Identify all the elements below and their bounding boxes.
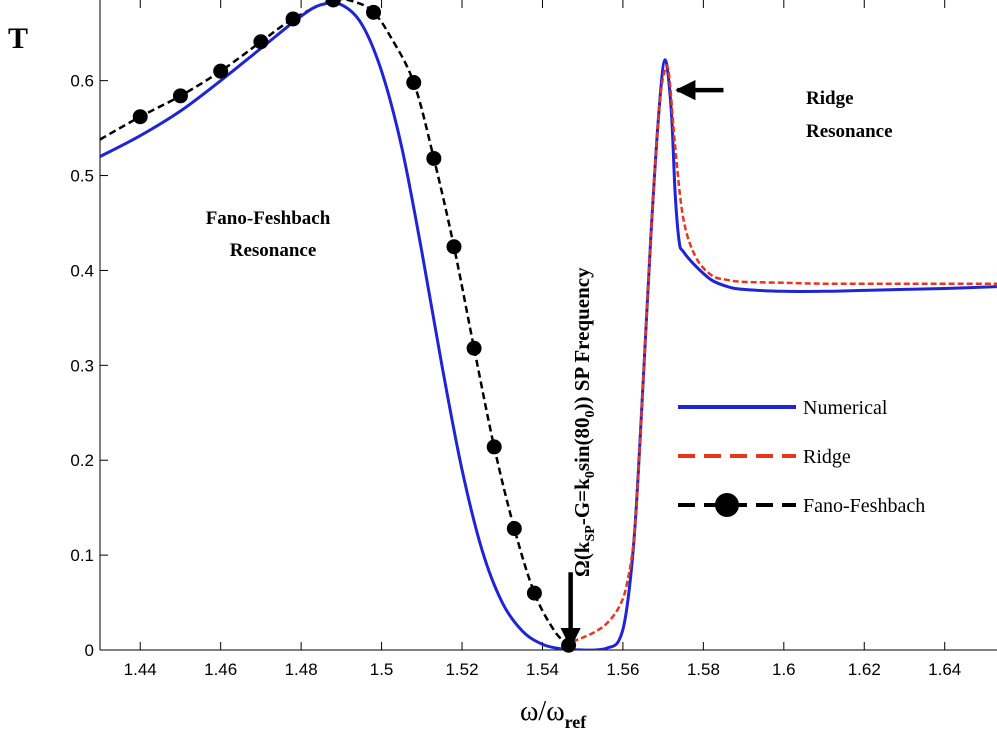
fano-feshbach-marker [426,150,442,166]
fano-feshbach-marker [172,88,188,104]
fano-feshbach-marker [486,439,502,455]
fano-feshbach-annotation: Fano-Feshbach Resonance [206,208,331,261]
fano-feshbach-marker [325,0,341,8]
sp-frequency-label: Ω(kSP-G=k0sin(800)) SP Frequency [570,267,598,577]
y-tick-label: 0.4 [70,261,94,280]
x-tick-label: 1.62 [848,660,881,679]
sp-label-part: Ω(k [570,541,594,577]
fano-annotation-line-2: Resonance [230,240,317,261]
x-tick-label: 1.56 [606,660,639,679]
fano-feshbach-marker [366,4,382,20]
fano-feshbach-marker [446,239,462,255]
ridge-resonance-annotation: Ridge Resonance [675,80,893,142]
fano-feshbach-marker [466,340,482,356]
legend: Numerical Ridge Fano-Feshbach [678,397,925,517]
axes: 1.44 1.46 1.48 1.5 1.52 1.54 1.56 1.58 1.6 1.62 1.… [70,0,997,679]
series-group [100,0,997,650]
x-tick-label: 1.48 [285,660,318,679]
marker-group [132,0,577,653]
fano-feshbach-marker [526,585,542,601]
ridge-annotation-line-2: Resonance [806,121,893,142]
fano-feshbach-marker [506,521,522,537]
x-axis-label-main: ω/ω [520,696,565,727]
fano-feshbach-marker [253,34,269,50]
x-tick-label: 1.6 [772,660,796,679]
fano-feshbach-marker [213,63,229,79]
y-tick-label: 0.5 [70,167,94,186]
x-axis-label-sub: ref [565,712,588,732]
y-tick-label: 0.1 [70,546,94,565]
sp-label-part: )) SP Frequency [570,267,594,411]
x-tick-label: 1.58 [687,660,720,679]
x-tick-label: 1.52 [445,660,478,679]
x-tick-label: 1.54 [526,660,559,679]
series-line-numerical [100,1,997,650]
y-axis-label: T [8,22,28,55]
series-line-fano-feshbach [100,0,570,647]
y-tick-label: 0.3 [70,356,94,375]
legend-label-fano: Fano-Feshbach [803,495,925,517]
series-line-ridge [572,64,997,643]
legend-label-numerical: Numerical [803,397,888,419]
ridge-annotation-line-1: Ridge [806,88,854,109]
fano-feshbach-marker [285,11,301,27]
sp-frequency-annotation: Ω(kSP-G=k0sin(800)) SP Frequency [560,267,598,649]
x-tick-label: 1.46 [204,660,237,679]
legend-marker-fano [715,493,739,517]
sp-label-part: SP [583,525,598,542]
y-tick-label: 0 [85,641,94,660]
fano-annotation-line-1: Fano-Feshbach [206,208,331,229]
fano-feshbach-marker [406,75,422,91]
y-tick-label: 0.6 [70,72,94,91]
x-axis-label: ω/ωref [520,696,587,732]
legend-label-ridge: Ridge [803,446,851,468]
y-tick-label: 0.2 [70,451,94,470]
x-tick-label: 1.64 [928,660,961,679]
fano-feshbach-marker [132,109,148,125]
sp-label-part: 0 [583,471,598,478]
sp-label-part: sin(80 [570,417,594,471]
x-tick-label: 1.5 [370,660,394,679]
sp-label-part: 0 [583,410,598,417]
x-tick-label: 1.44 [124,660,157,679]
sp-label-part: -G=k [570,478,594,525]
